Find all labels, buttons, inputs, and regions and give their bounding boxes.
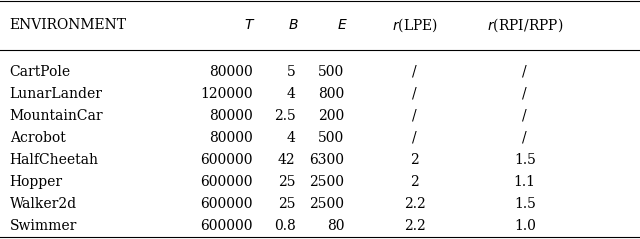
Text: 1.5: 1.5 bbox=[514, 197, 536, 211]
Text: 4: 4 bbox=[287, 131, 296, 145]
Text: 2: 2 bbox=[410, 153, 419, 167]
Text: 2.5: 2.5 bbox=[274, 109, 296, 123]
Text: 2.2: 2.2 bbox=[404, 219, 426, 233]
Text: 80: 80 bbox=[327, 219, 344, 233]
Text: Acrobot: Acrobot bbox=[10, 131, 65, 145]
Text: CartPole: CartPole bbox=[10, 65, 71, 79]
Text: 25: 25 bbox=[278, 175, 296, 189]
Text: 6300: 6300 bbox=[309, 153, 344, 167]
Text: LunarLander: LunarLander bbox=[10, 87, 102, 101]
Text: /: / bbox=[522, 109, 527, 123]
Text: 0.8: 0.8 bbox=[274, 219, 296, 233]
Text: 1.1: 1.1 bbox=[514, 175, 536, 189]
Text: 25: 25 bbox=[278, 197, 296, 211]
Text: 600000: 600000 bbox=[200, 153, 253, 167]
Text: 1.0: 1.0 bbox=[514, 219, 536, 233]
Text: ENVIRONMENT: ENVIRONMENT bbox=[10, 18, 127, 32]
Text: $E$: $E$ bbox=[337, 18, 348, 32]
Text: 4: 4 bbox=[287, 87, 296, 101]
Text: Hopper: Hopper bbox=[10, 175, 63, 189]
Text: 600000: 600000 bbox=[200, 219, 253, 233]
Text: $r$(LPE): $r$(LPE) bbox=[392, 16, 438, 34]
Text: 80000: 80000 bbox=[209, 65, 253, 79]
Text: 120000: 120000 bbox=[200, 87, 253, 101]
Text: /: / bbox=[412, 109, 417, 123]
Text: 80000: 80000 bbox=[209, 109, 253, 123]
Text: 2.2: 2.2 bbox=[404, 197, 426, 211]
Text: Swimmer: Swimmer bbox=[10, 219, 77, 233]
Text: 2500: 2500 bbox=[309, 175, 344, 189]
Text: 200: 200 bbox=[318, 109, 344, 123]
Text: 500: 500 bbox=[318, 65, 344, 79]
Text: 600000: 600000 bbox=[200, 197, 253, 211]
Text: 600000: 600000 bbox=[200, 175, 253, 189]
Text: /: / bbox=[522, 87, 527, 101]
Text: Walker2d: Walker2d bbox=[10, 197, 77, 211]
Text: 800: 800 bbox=[318, 87, 344, 101]
Text: MountainCar: MountainCar bbox=[10, 109, 103, 123]
Text: HalfCheetah: HalfCheetah bbox=[10, 153, 99, 167]
Text: /: / bbox=[522, 131, 527, 145]
Text: $T$: $T$ bbox=[244, 18, 255, 32]
Text: $r$(RPI/RPP): $r$(RPI/RPP) bbox=[486, 16, 563, 34]
Text: $B$: $B$ bbox=[288, 18, 298, 32]
Text: 80000: 80000 bbox=[209, 131, 253, 145]
Text: 42: 42 bbox=[278, 153, 296, 167]
Text: 5: 5 bbox=[287, 65, 296, 79]
Text: 2: 2 bbox=[410, 175, 419, 189]
Text: /: / bbox=[522, 65, 527, 79]
Text: 1.5: 1.5 bbox=[514, 153, 536, 167]
Text: /: / bbox=[412, 87, 417, 101]
Text: 2500: 2500 bbox=[309, 197, 344, 211]
Text: /: / bbox=[412, 131, 417, 145]
Text: /: / bbox=[412, 65, 417, 79]
Text: 500: 500 bbox=[318, 131, 344, 145]
